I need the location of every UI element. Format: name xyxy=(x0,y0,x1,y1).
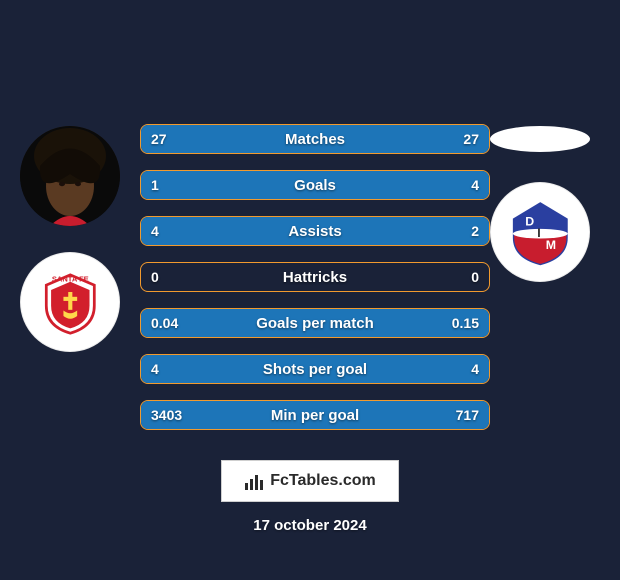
stat-label: Matches xyxy=(141,125,489,153)
stat-value-left: 4 xyxy=(141,217,169,245)
right-avatar-column: D I M xyxy=(490,126,590,308)
stat-label: Hattricks xyxy=(141,263,489,291)
stat-row-hattricks: Hattricks0 0 xyxy=(140,262,490,292)
player1-avatar-svg xyxy=(20,126,120,226)
svg-text:M: M xyxy=(545,237,555,251)
fctables-label: FcTables.com xyxy=(270,472,376,490)
stat-row-min-per-goal: Min per goal3403 717 xyxy=(140,400,490,430)
stat-value-left: 0 xyxy=(141,263,169,291)
stat-row-goals-per-match: Goals per match0.04 0.15 xyxy=(140,308,490,338)
stat-label: Goals per match xyxy=(141,309,489,337)
stat-label: Shots per goal xyxy=(141,355,489,383)
stat-row-assists: Assists4 2 xyxy=(140,216,490,246)
stat-value-left: 0.04 xyxy=(141,309,188,337)
stat-value-right: 0.15 xyxy=(442,309,489,337)
stat-value-left: 3403 xyxy=(141,401,192,429)
stat-value-left: 1 xyxy=(141,171,169,199)
stats-panel: Matches2727Goals14Assists42Hattricks00Go… xyxy=(140,124,490,446)
club1-logo: SANTA FE xyxy=(20,252,120,352)
stat-value-right: 2 xyxy=(461,217,489,245)
footer-date: 17 october 2024 xyxy=(0,517,620,534)
stat-label: Min per goal xyxy=(141,401,489,429)
stat-row-shots-per-goal: Shots per goal4 4 xyxy=(140,354,490,384)
stat-row-goals: Goals1 4 xyxy=(140,170,490,200)
left-avatar-column: SANTA FE xyxy=(20,126,120,378)
player2-avatar xyxy=(490,126,590,152)
stat-value-right: 27 xyxy=(453,125,489,153)
player1-avatar xyxy=(20,126,120,226)
svg-text:I: I xyxy=(537,226,540,240)
club2-logo-svg: D I M xyxy=(506,198,575,267)
svg-text:D: D xyxy=(525,214,534,228)
svg-text:SANTA FE: SANTA FE xyxy=(52,274,89,283)
club2-logo: D I M xyxy=(490,182,590,282)
stat-label: Assists xyxy=(141,217,489,245)
stat-value-right: 4 xyxy=(461,355,489,383)
fctables-logo[interactable]: FcTables.com xyxy=(221,460,399,502)
stat-value-right: 0 xyxy=(461,263,489,291)
club1-logo-svg: SANTA FE xyxy=(36,268,105,337)
stat-value-right: 717 xyxy=(446,401,489,429)
stat-row-matches: Matches27 27 xyxy=(140,124,490,154)
bars-icon xyxy=(244,471,264,491)
stat-label: Goals xyxy=(141,171,489,199)
stat-value-right: 4 xyxy=(461,171,489,199)
stat-value-left: 27 xyxy=(141,125,177,153)
stat-value-left: 4 xyxy=(141,355,169,383)
